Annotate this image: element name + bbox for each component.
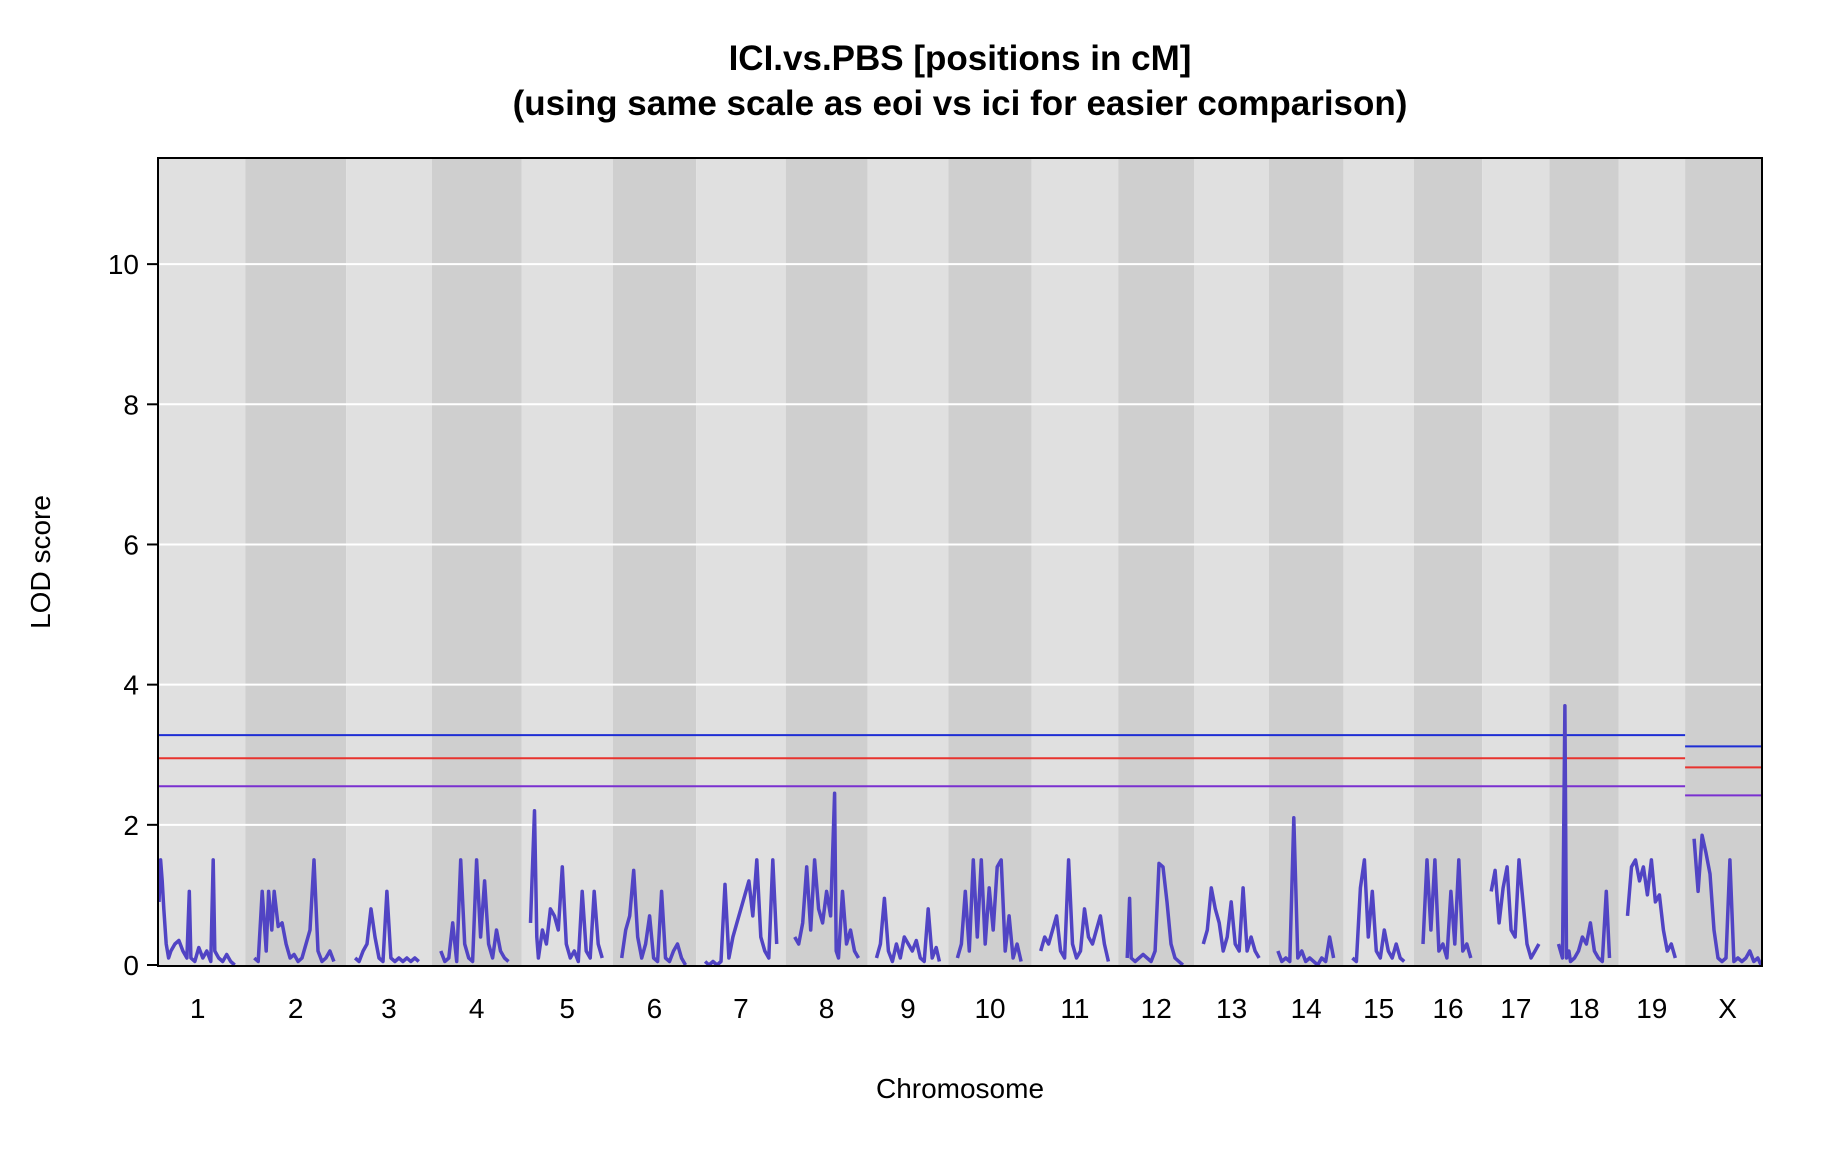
x-tick-label-chr-12: 12 — [1141, 993, 1172, 1024]
chromosome-band-4 — [431, 159, 522, 965]
lod-curve-chr-2 — [253, 858, 336, 964]
x-tick-label-chr-2: 2 — [288, 993, 304, 1024]
chromosome-band-2 — [245, 159, 347, 965]
x-tick-label-chr-15: 15 — [1363, 993, 1394, 1024]
x-tick-label-chr-18: 18 — [1568, 993, 1599, 1024]
lod-curve-chr-13 — [1201, 886, 1261, 959]
lod-curve-chr-12 — [1125, 861, 1185, 967]
lod-curve-chr-X — [1692, 833, 1763, 966]
lod-curve-chr-9 — [874, 896, 942, 964]
chromosome-band-X — [1685, 159, 1761, 965]
lod-curve-chr-15 — [1351, 858, 1406, 964]
x-tick-label-chr-17: 17 — [1500, 993, 1531, 1024]
lod-curve-chr-18 — [1556, 703, 1612, 964]
chromosome-bands — [159, 159, 1761, 965]
lod-curve-chr-17 — [1489, 858, 1541, 960]
chromosome-band-19 — [1618, 159, 1686, 965]
chromosome-band-9 — [867, 159, 949, 965]
y-tick-label: 10 — [108, 249, 139, 280]
chromosome-band-12 — [1118, 159, 1195, 965]
x-axis-ticks: 1 2 3 4 5 6 7 8 9 10 11 12 13 14 15 16 17 18 19 X — [190, 993, 1737, 1024]
lod-curve-chr-10 — [955, 858, 1023, 962]
x-tick-label-chr-10: 10 — [974, 993, 1005, 1024]
x-tick-label-chr-9: 9 — [900, 993, 916, 1024]
x-tick-label-chr-6: 6 — [647, 993, 663, 1024]
y-tick-label: 0 — [123, 950, 139, 981]
chromosome-band-17 — [1482, 159, 1550, 965]
chromosome-band-11 — [1031, 159, 1119, 965]
chromosome-band-1 — [159, 159, 246, 965]
chart-subtitle: (using same scale as eoi vs ici for easi… — [513, 84, 1408, 123]
lod-curve — [157, 703, 1763, 967]
chromosome-band-10 — [948, 159, 1032, 965]
lod-curve-chr-16 — [1421, 858, 1473, 960]
chromosome-band-14 — [1268, 159, 1344, 965]
lod-curve-chr-1 — [157, 858, 236, 967]
threshold-lines — [159, 734, 1761, 797]
chromosome-band-7 — [696, 159, 786, 965]
x-tick-label-chr-8: 8 — [819, 993, 835, 1024]
chart-title: ICI.vs.PBS [positions in cM] — [729, 39, 1192, 78]
lod-curve-chr-11 — [1039, 858, 1111, 962]
y-tick-label: 6 — [123, 529, 139, 560]
x-tick-label-chr-4: 4 — [469, 993, 485, 1024]
x-tick-label-chr-19: 19 — [1636, 993, 1667, 1024]
lod-curve-chr-14 — [1276, 816, 1336, 967]
y-axis-title: LOD score — [25, 495, 56, 629]
x-tick-label-chr-1: 1 — [190, 993, 206, 1024]
y-axis-ticks: 0 2 4 6 8 10 — [108, 249, 159, 981]
x-tick-label-chr-7: 7 — [733, 993, 749, 1024]
y-tick-label: 8 — [123, 389, 139, 420]
x-tick-label-chr-5: 5 — [559, 993, 575, 1024]
lod-curve-chr-5 — [528, 809, 604, 964]
chromosome-band-18 — [1549, 159, 1619, 965]
chromosome-band-13 — [1194, 159, 1269, 965]
lod-curve-chr-3 — [353, 889, 420, 964]
x-tick-label-chr-3: 3 — [381, 993, 397, 1024]
x-tick-label-chr-16: 16 — [1432, 993, 1463, 1024]
x-axis-title: Chromosome — [876, 1073, 1044, 1104]
grid-lines — [159, 263, 1761, 826]
lod-curve-chr-19 — [1625, 858, 1677, 959]
lod-curve-chr-4 — [439, 858, 510, 964]
x-tick-label-chr-14: 14 — [1291, 993, 1322, 1024]
chromosome-band-15 — [1343, 159, 1414, 965]
chromosome-band-3 — [346, 159, 432, 965]
chromosome-band-6 — [612, 159, 697, 965]
plot-frame — [157, 157, 1763, 967]
x-tick-label-chr-11: 11 — [1060, 993, 1089, 1024]
chromosome-band-5 — [521, 159, 613, 965]
lod-curve-chr-6 — [619, 868, 688, 966]
y-tick-label: 2 — [123, 810, 139, 841]
x-tick-label-chr-X: X — [1718, 993, 1737, 1024]
chromosome-band-16 — [1413, 159, 1483, 965]
x-tick-label-chr-13: 13 — [1216, 993, 1247, 1024]
chromosome-band-8 — [785, 159, 868, 965]
lod-curve-chr-8 — [793, 791, 861, 960]
y-tick-label: 4 — [123, 670, 139, 701]
